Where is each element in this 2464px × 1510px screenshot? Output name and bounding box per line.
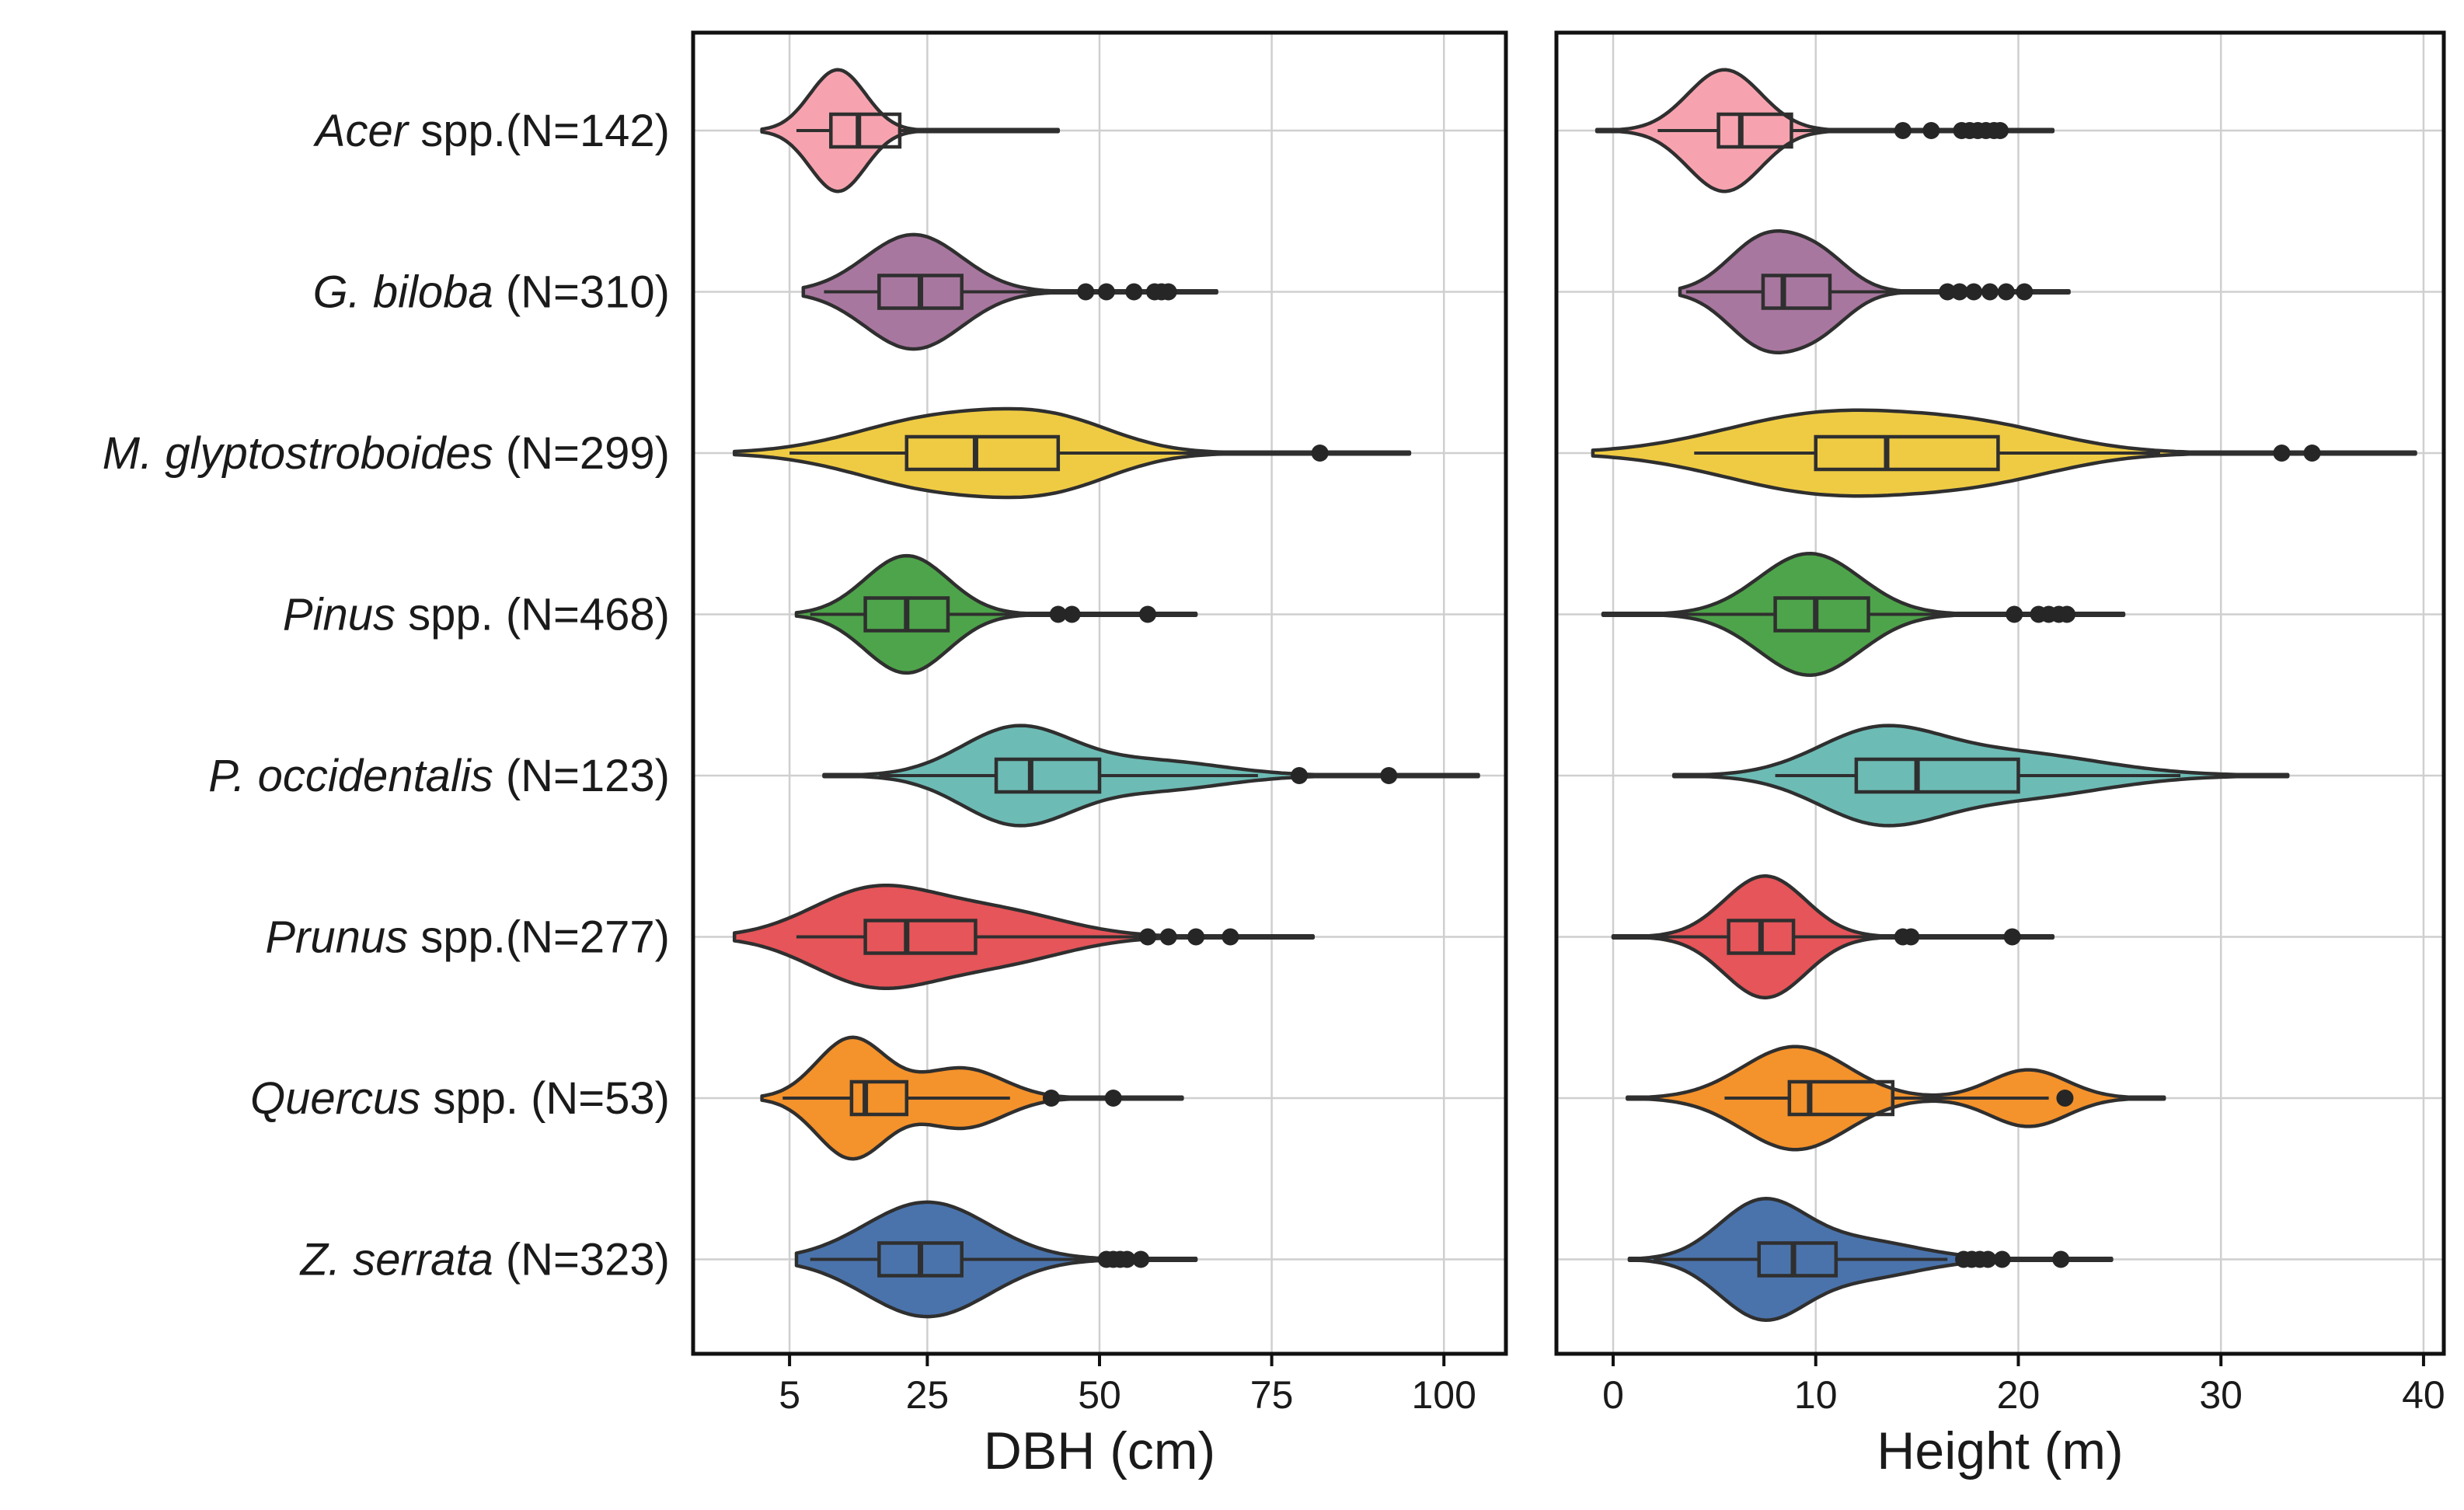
outlier-point — [1902, 928, 1920, 946]
outlier-point — [1049, 605, 1067, 623]
category-label: Acer spp.(N=142) — [313, 106, 670, 156]
outlier-point — [1997, 283, 2015, 301]
x-tick-label: 30 — [2199, 1373, 2243, 1417]
x-tick-label: 50 — [1078, 1373, 1121, 1417]
iqr-box — [994, 757, 1102, 794]
outlier-point — [1993, 1250, 2011, 1268]
outlier-point — [1077, 283, 1095, 301]
iqr-box — [1761, 274, 1832, 310]
x-tick-label: 75 — [1250, 1373, 1294, 1417]
iqr-box — [863, 919, 978, 955]
outlier-point — [1097, 283, 1115, 301]
outlier-point — [1042, 1090, 1060, 1107]
outlier-point — [2016, 283, 2034, 301]
x-tick-label: 0 — [1602, 1373, 1624, 1417]
category-label: Pinus spp. (N=468) — [283, 590, 670, 640]
category-label: Z. serrata (N=323) — [299, 1235, 670, 1285]
outlier-point — [1118, 1250, 1136, 1268]
outlier-point — [2303, 445, 2321, 462]
iqr-box — [849, 1079, 909, 1117]
iqr-box — [1716, 112, 1793, 149]
outlier-point — [1063, 605, 1081, 623]
outlier-point — [2052, 1250, 2070, 1268]
outlier-point — [1159, 928, 1177, 946]
category-label: Quercus spp. (N=53) — [250, 1073, 670, 1124]
iqr-box — [1814, 434, 2000, 472]
category-label: G. biloba (N=310) — [313, 267, 670, 318]
outlier-point — [1992, 122, 2009, 139]
outlier-point — [1139, 928, 1157, 946]
outlier-point — [1311, 445, 1329, 462]
x-axis-title: DBH (cm) — [984, 1421, 1215, 1480]
outlier-point — [1979, 1250, 1997, 1268]
iqr-box — [1787, 1079, 1895, 1117]
x-tick-label: 25 — [906, 1373, 950, 1417]
outlier-point — [1132, 1250, 1150, 1268]
category-label: M. glyptostroboides (N=299) — [103, 428, 670, 479]
outlier-point — [1222, 928, 1239, 946]
outlier-point — [1922, 122, 1940, 139]
outlier-point — [2006, 605, 2023, 623]
violin-shape — [1601, 552, 2126, 677]
outlier-point — [2056, 1090, 2074, 1107]
x-axis-title: Height (m) — [1877, 1421, 2123, 1480]
panel-frame — [1554, 30, 2446, 1356]
category-label: Prunus spp.(N=277) — [265, 912, 670, 963]
category-label: P. occidentalis (N=123) — [208, 751, 670, 801]
iqr-box — [829, 112, 902, 149]
outlier-point — [2273, 445, 2291, 462]
panel-2: 0 10 20 30 40 Height (m) — [1554, 30, 2446, 1480]
x-tick-label: 5 — [779, 1373, 800, 1417]
iqr-box — [904, 434, 1061, 472]
violin-shape — [1671, 724, 2290, 828]
outlier-point — [1291, 767, 1309, 784]
outlier-point — [2003, 928, 2021, 946]
outlier-point — [2058, 605, 2076, 623]
outlier-point — [1104, 1090, 1122, 1107]
outlier-point — [1159, 283, 1177, 301]
x-tick-label: 100 — [1412, 1373, 1476, 1417]
outlier-point — [1187, 928, 1205, 946]
x-tick-label: 20 — [1997, 1373, 2041, 1417]
x-tick-label: 10 — [1794, 1373, 1838, 1417]
x-tick-label: 40 — [2402, 1373, 2445, 1417]
iqr-box — [1757, 1241, 1838, 1278]
outlier-point — [1965, 283, 1983, 301]
panel-1: 5 25 50 75 100 DBH (cm) — [691, 30, 1508, 1480]
iqr-box — [1773, 596, 1870, 633]
outlier-point — [1125, 283, 1143, 301]
outlier-point — [1950, 283, 1968, 301]
outlier-point — [1939, 283, 1957, 301]
iqr-box — [1854, 757, 2020, 794]
outlier-point — [1380, 767, 1398, 784]
outlier-point — [1981, 283, 1999, 301]
outlier-point — [1894, 122, 1912, 139]
outlier-point — [1139, 605, 1157, 623]
